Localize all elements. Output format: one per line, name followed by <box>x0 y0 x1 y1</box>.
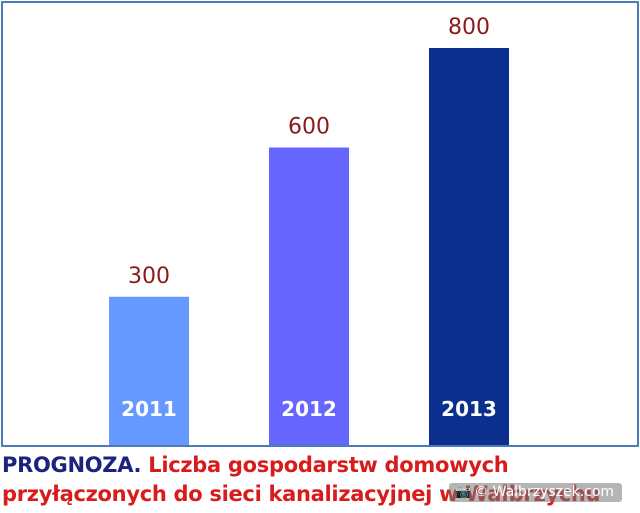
watermark-text: © Walbrzyszek.com <box>474 484 615 500</box>
value-label-2013: 800 <box>448 15 490 40</box>
category-label-2013: 2013 <box>441 397 497 421</box>
value-label-2012: 600 <box>288 115 330 140</box>
camera-icon: 📷 <box>455 485 472 500</box>
category-label-2011: 2011 <box>121 397 177 421</box>
category-label-2012: 2012 <box>281 397 337 421</box>
value-label-2011: 300 <box>128 264 170 289</box>
chart-frame: 300 2011 600 2012 800 2013 <box>1 1 639 447</box>
caption-title-line-1: Liczba gospodarstw domowych <box>148 453 509 477</box>
caption-line-1: PROGNOZA. Liczba gospodarstw domowych <box>2 451 640 480</box>
bar-2012 <box>269 147 349 445</box>
bar-chart: 300 2011 600 2012 800 2013 <box>109 15 509 445</box>
caption-prefix: PROGNOZA. <box>2 453 142 477</box>
bar-2011 <box>109 296 189 445</box>
watermark: 📷 © Walbrzyszek.com <box>449 483 623 502</box>
bar-2013 <box>429 48 509 445</box>
